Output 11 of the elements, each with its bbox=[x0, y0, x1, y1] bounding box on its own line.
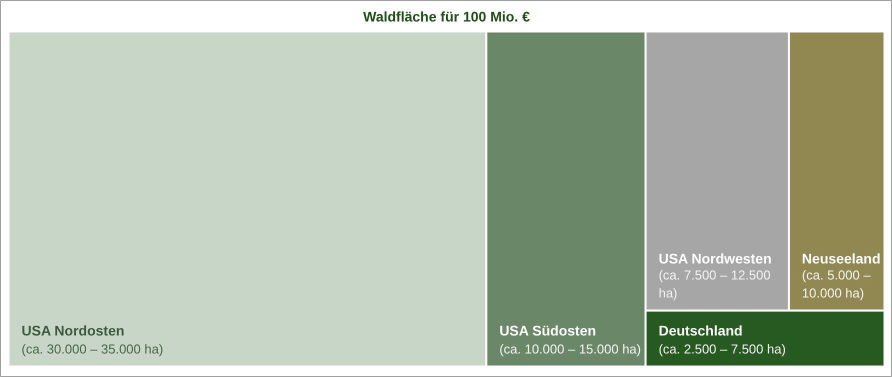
category-label: Neuseeland bbox=[802, 250, 881, 267]
data-label: (ca. 30.000 – 35.000 ha) bbox=[22, 342, 164, 356]
category-label: USA Südosten bbox=[499, 322, 596, 338]
data-label: (ca. 7.500 – 12.500 ha) bbox=[658, 268, 771, 301]
category-label: Deutschland bbox=[658, 322, 743, 338]
data-label: (ca. 10.000 – 15.000 ha) bbox=[499, 342, 641, 356]
data-label: (ca. 2.500 – 7.500 ha) bbox=[658, 342, 786, 356]
category-label: USA Nordwesten bbox=[658, 250, 772, 267]
category-label: USA Nordosten bbox=[22, 322, 124, 338]
text: Waldfläche für 100 Mio. € bbox=[363, 8, 530, 24]
data-label: (ca. 5.000 – 10.000 ha) bbox=[802, 268, 872, 301]
